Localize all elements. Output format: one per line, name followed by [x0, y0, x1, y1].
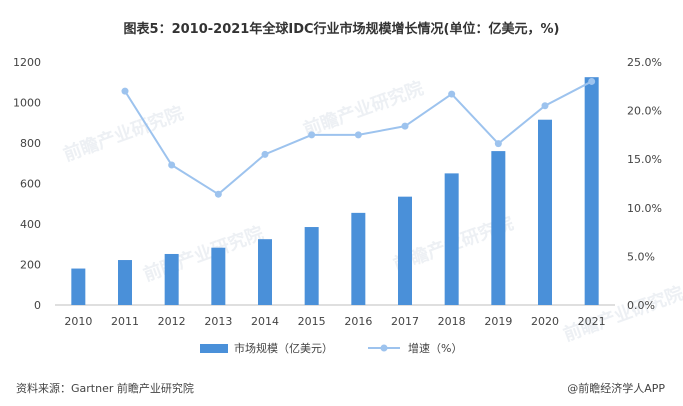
- bar: [118, 260, 132, 305]
- x-tick-label: 2020: [531, 315, 559, 328]
- y-right-tick-label: 25.0%: [627, 56, 662, 69]
- bar: [584, 77, 599, 305]
- y-left-tick-label: 800: [20, 137, 41, 150]
- y-right-tick-label: 5.0%: [627, 250, 655, 263]
- x-tick-label: 2021: [578, 315, 606, 328]
- y-left-tick-label: 1000: [13, 97, 41, 110]
- y-left-tick-label: 1200: [13, 56, 41, 69]
- x-tick-label: 2011: [111, 315, 139, 328]
- x-tick-label: 2012: [158, 315, 186, 328]
- brand-label: @前瞻经济学人APP: [567, 382, 665, 395]
- x-tick-label: 2019: [484, 315, 512, 328]
- bar: [71, 268, 86, 305]
- y-left-tick-label: 200: [20, 259, 41, 272]
- growth-point: [121, 87, 129, 95]
- growth-point: [168, 161, 176, 169]
- x-tick-label: 2017: [391, 315, 419, 328]
- legend-bar-label: 市场规模（亿美元）: [234, 341, 333, 355]
- chart-title: 图表5：2010-2021年全球IDC行业市场规模增长情况(单位：亿美元，%): [123, 22, 560, 37]
- bar: [211, 247, 226, 305]
- growth-point: [588, 77, 596, 85]
- growth-point: [541, 102, 549, 110]
- x-tick-label: 2015: [298, 315, 326, 328]
- bar: [258, 239, 272, 305]
- growth-point: [401, 122, 409, 130]
- x-tick-label: 2014: [251, 315, 279, 328]
- bar: [398, 196, 412, 305]
- legend-line-marker: [380, 344, 388, 352]
- growth-point: [448, 90, 456, 98]
- growth-point: [261, 150, 269, 158]
- y-right-tick-label: 20.0%: [627, 105, 662, 118]
- growth-point: [308, 131, 316, 139]
- y-left-tick-label: 0: [34, 299, 41, 312]
- y-right-tick-label: 0.0%: [627, 299, 655, 312]
- growth-point: [354, 131, 362, 139]
- y-right-tick-label: 15.0%: [627, 153, 662, 166]
- y-left-tick-label: 600: [20, 178, 41, 191]
- source-note: 资料来源：Gartner 前瞻产业研究院: [16, 382, 194, 395]
- bar: [164, 253, 179, 305]
- legend-bar-swatch: [200, 344, 228, 353]
- x-tick-label: 2016: [344, 315, 372, 328]
- x-tick-label: 2010: [64, 315, 92, 328]
- bar: [351, 212, 366, 305]
- legend-line-label: 增速（%）: [408, 341, 462, 355]
- x-tick-label: 2013: [204, 315, 232, 328]
- y-left-tick-label: 400: [20, 218, 41, 231]
- bar: [304, 227, 319, 305]
- x-tick-label: 2018: [438, 315, 466, 328]
- growth-point: [494, 140, 502, 148]
- bar: [444, 173, 459, 305]
- y-right-tick-label: 10.0%: [627, 202, 662, 215]
- bar: [491, 151, 506, 305]
- bar: [538, 119, 552, 306]
- growth-point: [214, 190, 222, 198]
